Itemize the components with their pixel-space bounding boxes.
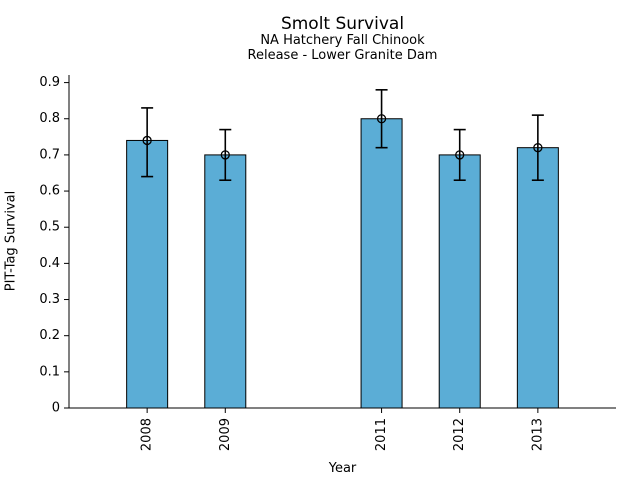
data-point-marker — [220, 150, 230, 160]
title-block: Smolt Survival NA Hatchery Fall Chinook … — [69, 14, 616, 63]
bar — [126, 139, 169, 409]
y-tick-label: 0.7 — [39, 147, 60, 162]
x-tick-label: 2012 — [452, 418, 467, 451]
x-tick-label: 2008 — [140, 418, 155, 451]
y-tick-label: 0.9 — [39, 75, 60, 90]
y-tick-label: 0 — [52, 401, 60, 416]
y-tick-label: 0.6 — [39, 184, 60, 199]
y-tick-label: 0.5 — [39, 220, 60, 235]
y-tick-label: 0.1 — [39, 364, 60, 379]
y-tick-label: 0.3 — [39, 292, 60, 307]
x-axis-label: Year — [328, 461, 357, 476]
chart-title: Smolt Survival — [280, 14, 405, 34]
data-point-marker — [376, 114, 387, 124]
data-point-marker — [533, 143, 543, 153]
x-tick-label: 2009 — [218, 418, 233, 451]
y-tick-label: 0.4 — [39, 256, 60, 271]
y-tick-label: 0.8 — [39, 111, 60, 126]
chart-subtitle-line1: NA Hatchery Fall Chinook — [260, 33, 425, 48]
data-point-marker — [142, 135, 152, 146]
x-tick-label: 2013 — [530, 418, 545, 451]
chart-subtitle-line2: Release - Lower Granite Dam — [247, 47, 438, 63]
y-tick-label: 0.2 — [39, 328, 60, 343]
bar — [204, 154, 247, 409]
bar — [516, 147, 559, 409]
x-tick-label: 2011 — [374, 418, 389, 451]
data-point-marker — [455, 150, 465, 160]
bar — [360, 118, 403, 409]
bar — [438, 154, 481, 409]
